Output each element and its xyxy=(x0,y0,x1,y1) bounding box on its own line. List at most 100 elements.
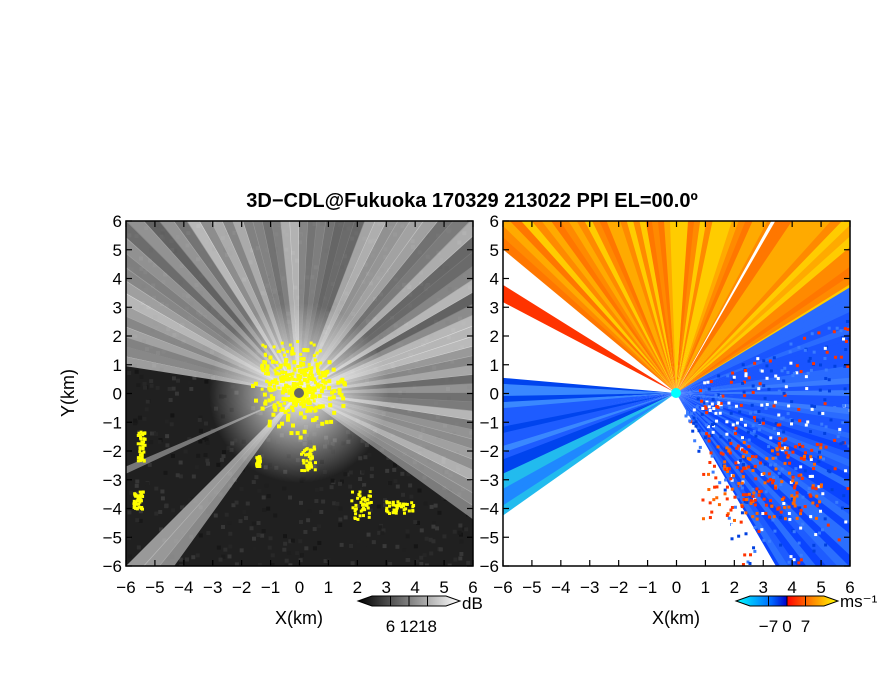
reflectivity-beam xyxy=(280,221,299,393)
velocity-beam xyxy=(676,221,850,393)
velocity-gap xyxy=(613,393,776,566)
reflectivity-beam xyxy=(299,393,473,440)
velocity-beam xyxy=(676,389,850,397)
velocity-beam xyxy=(676,376,850,393)
y-tick-label: −4 xyxy=(480,500,499,519)
x-tick-label: 2 xyxy=(730,578,739,597)
figure-title: 3D−CDL@Fukuoka 170329 213022 PPI EL=00.0… xyxy=(246,190,698,212)
x-tick-label: −3 xyxy=(203,578,222,597)
y-tick-label: 5 xyxy=(490,241,499,260)
velocity-x-axis-label: X(km) xyxy=(652,608,700,628)
y-tick-label: 6 xyxy=(490,212,499,231)
colorbar-tick-label: 6 xyxy=(386,617,395,636)
velocity-beam xyxy=(503,389,676,397)
velocity-beam xyxy=(676,393,850,403)
x-tick-label: −4 xyxy=(174,578,193,597)
y-tick-label: 4 xyxy=(113,270,122,289)
y-tick-label: −5 xyxy=(480,528,499,547)
colorbar-tick-label: 7 xyxy=(801,617,810,636)
y-tick-label: 2 xyxy=(490,327,499,346)
x-tick-label: −1 xyxy=(261,578,280,597)
x-tick-label: 4 xyxy=(410,578,419,597)
velocity-beam xyxy=(676,221,811,393)
x-tick-label: 6 xyxy=(468,578,477,597)
x-tick-label: 5 xyxy=(439,578,448,597)
x-tick-label: 5 xyxy=(816,578,825,597)
y-tick-label: −6 xyxy=(480,557,499,576)
velocity-beam xyxy=(676,221,739,393)
y-tick-label: 2 xyxy=(113,327,122,346)
reflectivity-colorbar-unit: dB xyxy=(462,594,483,613)
y-tick-label: 0 xyxy=(113,385,122,404)
velocity-beam xyxy=(503,377,676,393)
velocity-beam xyxy=(676,221,753,393)
y-tick-label: −4 xyxy=(103,500,122,519)
velocity-beam xyxy=(676,393,850,515)
x-tick-label: 0 xyxy=(672,578,681,597)
reflectivity-y-axis-label: Y(km) xyxy=(58,369,78,417)
x-tick-label: −3 xyxy=(580,578,599,597)
velocity-beam xyxy=(676,221,760,393)
velocity-beam xyxy=(676,221,701,393)
reflectivity-beam xyxy=(289,221,299,393)
velocity-beam xyxy=(676,221,695,393)
velocity-beam xyxy=(676,221,726,393)
velocity-beam xyxy=(675,221,683,393)
y-tick-label: 4 xyxy=(490,270,499,289)
radar-site-marker xyxy=(294,388,304,398)
reflectivity-beam xyxy=(299,374,473,393)
velocity-beam xyxy=(676,221,793,393)
colorbar-tick-label: −7 xyxy=(759,617,778,636)
y-tick-label: −2 xyxy=(480,442,499,461)
y-tick-label: −3 xyxy=(103,471,122,490)
colorbar-tick-label: 0 xyxy=(782,617,791,636)
velocity-beam xyxy=(503,221,676,393)
reflectivity-colorbar: dB 6 12 18 xyxy=(356,594,483,636)
velocity-beam xyxy=(676,393,850,506)
y-tick-label: −2 xyxy=(103,442,122,461)
x-tick-label: −6 xyxy=(116,578,135,597)
colorbar-tick-label: 18 xyxy=(418,617,437,636)
velocity-beam xyxy=(676,221,707,393)
y-tick-label: −1 xyxy=(103,413,122,432)
x-tick-label: −5 xyxy=(145,578,164,597)
reflectivity-beam xyxy=(126,393,299,566)
velocity-colorbar-unit: ms⁻¹ xyxy=(840,592,878,611)
x-tick-label: −2 xyxy=(232,578,251,597)
velocity-beam xyxy=(676,393,850,460)
y-tick-label: 3 xyxy=(490,298,499,317)
velocity-beam xyxy=(676,393,850,482)
velocity-echo-wedges xyxy=(503,221,850,566)
y-tick-label: 1 xyxy=(113,356,122,375)
y-tick-label: −6 xyxy=(103,557,122,576)
reflectivity-x-axis-label: X(km) xyxy=(275,608,323,628)
x-tick-label: −4 xyxy=(551,578,570,597)
y-tick-label: 6 xyxy=(113,212,122,231)
velocity-speckles xyxy=(684,316,850,566)
x-tick-label: −6 xyxy=(493,578,512,597)
y-tick-label: 1 xyxy=(490,356,499,375)
velocity-beam xyxy=(676,287,850,393)
velocity-beam xyxy=(503,393,676,516)
velocity-beam xyxy=(676,221,689,393)
velocity-beam xyxy=(676,221,784,393)
radar-site-marker-velocity xyxy=(671,388,681,398)
velocity-colorbar: ms⁻¹ −7 0 7 xyxy=(734,592,878,636)
reflectivity-beam xyxy=(299,383,473,393)
y-tick-label: −3 xyxy=(480,471,499,490)
y-tick-label: 5 xyxy=(113,241,122,260)
x-tick-label: 0 xyxy=(295,578,304,597)
velocity-beam xyxy=(676,221,768,393)
velocity-beam xyxy=(676,221,719,393)
velocity-beam xyxy=(503,383,676,393)
x-tick-label: 2 xyxy=(353,578,362,597)
y-tick-label: −5 xyxy=(103,528,122,547)
x-tick-label: −2 xyxy=(609,578,628,597)
x-tick-label: 1 xyxy=(701,578,710,597)
x-tick-label: 3 xyxy=(759,578,768,597)
velocity-beam xyxy=(676,393,850,490)
y-tick-label: 0 xyxy=(490,385,499,404)
